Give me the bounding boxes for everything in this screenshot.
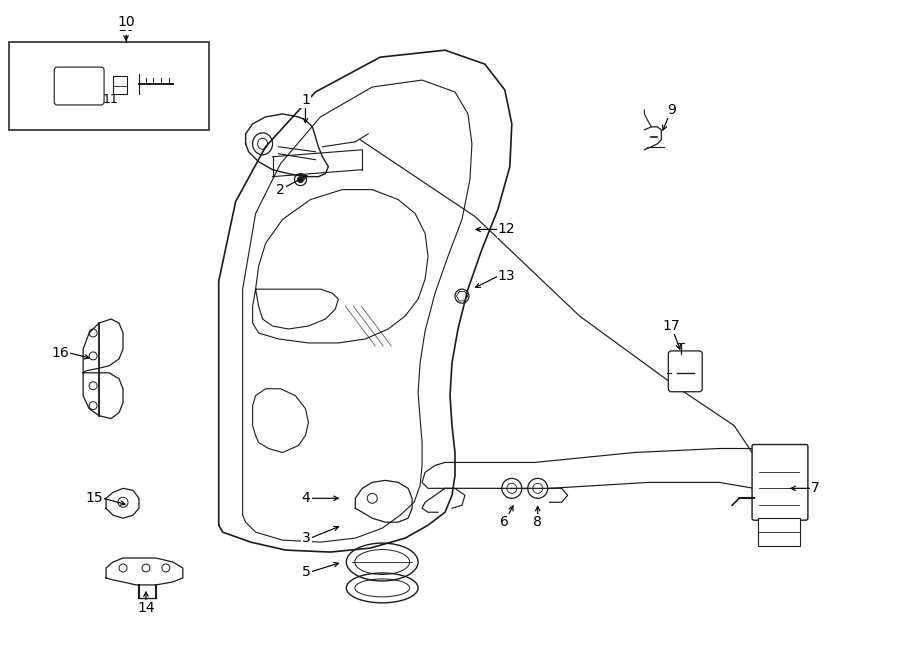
Text: 11: 11 [104, 93, 119, 106]
Text: 7: 7 [811, 481, 820, 495]
Circle shape [298, 176, 303, 182]
Text: 3: 3 [302, 531, 310, 545]
FancyBboxPatch shape [669, 351, 702, 392]
Text: 8: 8 [534, 515, 542, 529]
Bar [9, 42, 209, 130]
Text: 17: 17 [662, 319, 680, 333]
Text: 1: 1 [301, 93, 310, 107]
Text: 10: 10 [117, 15, 135, 29]
Text: 5: 5 [302, 565, 310, 579]
FancyBboxPatch shape [752, 444, 808, 520]
Text: 6: 6 [500, 515, 509, 529]
Bar [113, 76, 127, 94]
Text: 2: 2 [276, 182, 285, 196]
Text: 16: 16 [51, 346, 69, 360]
Text: 4: 4 [302, 491, 310, 505]
Text: 13: 13 [498, 269, 516, 283]
Text: 12: 12 [498, 223, 516, 237]
Text: 15: 15 [86, 491, 104, 505]
FancyBboxPatch shape [54, 67, 104, 105]
Text: 14: 14 [137, 601, 155, 615]
Bar [758, 518, 800, 546]
Text: 9: 9 [667, 103, 676, 117]
Text: 10: 10 [117, 20, 135, 34]
